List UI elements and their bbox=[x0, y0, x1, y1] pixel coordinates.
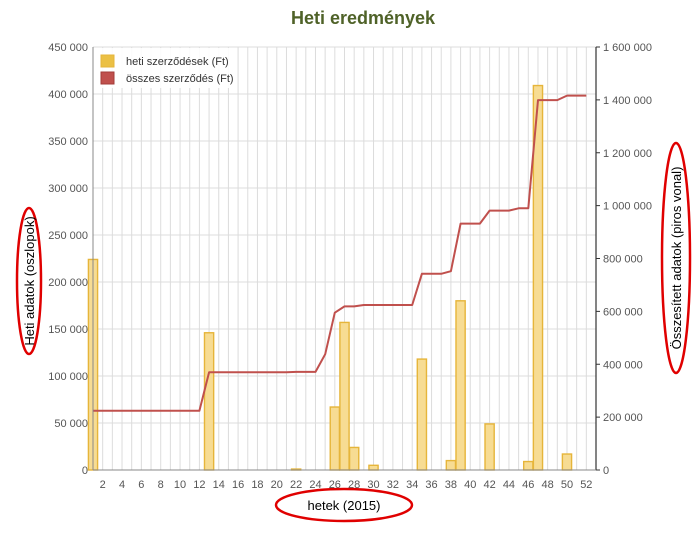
left-axis-ticks: 0 50 000 100 000 150 000 200 000 250 000 300 0… bbox=[48, 42, 88, 477]
x-tick-label: 46 bbox=[522, 479, 534, 491]
x-axis-title: hetek (2015) bbox=[308, 498, 381, 513]
x-tick-label: 34 bbox=[406, 479, 418, 491]
left-axis-title: Heti adatok (oszlopok) bbox=[22, 216, 37, 345]
right-axis-title-group: Összesített adatok (piros vonal) bbox=[660, 141, 692, 375]
x-tick-label: 12 bbox=[193, 479, 205, 491]
right-tick-label: 1 600 000 bbox=[603, 42, 652, 54]
x-tick-label: 2 bbox=[100, 479, 106, 491]
legend-swatch-line bbox=[100, 71, 115, 85]
x-tick-label: 10 bbox=[174, 479, 186, 491]
left-axis-title-group: Heti adatok (oszlopok) bbox=[15, 206, 43, 356]
left-tick-label: 0 bbox=[82, 465, 88, 477]
right-tick-label: 0 bbox=[603, 465, 609, 477]
x-tick-label: 24 bbox=[309, 479, 321, 491]
x-tick-label: 20 bbox=[271, 479, 283, 491]
left-axis-annotation-ellipse bbox=[15, 206, 43, 356]
left-tick-label: 50 000 bbox=[54, 418, 88, 430]
x-axis-title-group: hetek (2015) bbox=[274, 487, 414, 523]
bar bbox=[484, 423, 495, 471]
cumulative-line bbox=[93, 94, 587, 412]
x-tick-label: 30 bbox=[367, 479, 379, 491]
x-tick-label: 16 bbox=[232, 479, 244, 491]
x-tick-label: 44 bbox=[503, 479, 515, 491]
left-tick-label: 450 000 bbox=[48, 42, 88, 54]
right-tick-label: 400 000 bbox=[603, 359, 643, 371]
bar bbox=[445, 459, 457, 471]
left-tick-label: 300 000 bbox=[48, 183, 88, 195]
line-series bbox=[93, 94, 587, 412]
left-tick-label: 100 000 bbox=[48, 371, 88, 383]
x-axis-annotation-ellipse bbox=[274, 487, 414, 523]
x-tick-label: 4 bbox=[119, 479, 125, 491]
legend-label-bars: heti szerződések (Ft) bbox=[126, 56, 229, 68]
x-tick-label: 52 bbox=[580, 479, 592, 491]
right-tick-label: 800 000 bbox=[603, 254, 643, 266]
x-tick-label: 42 bbox=[483, 479, 495, 491]
left-tick-label: 150 000 bbox=[48, 324, 88, 336]
bar bbox=[368, 464, 379, 471]
legend-swatch-bars bbox=[100, 54, 115, 68]
left-tick-label: 400 000 bbox=[48, 89, 88, 101]
bar bbox=[416, 358, 428, 471]
chart-title: Heti eredmények bbox=[291, 8, 436, 28]
left-tick-label: 350 000 bbox=[48, 136, 88, 148]
bar bbox=[455, 300, 466, 471]
x-tick-label: 22 bbox=[290, 479, 302, 491]
left-tick-label: 250 000 bbox=[48, 230, 88, 242]
right-axis-title: Összesített adatok (piros vonal) bbox=[669, 167, 684, 350]
right-tick-label: 200 000 bbox=[603, 412, 643, 424]
bar bbox=[522, 460, 534, 471]
right-tick-label: 1 200 000 bbox=[603, 148, 652, 160]
bar bbox=[339, 321, 350, 471]
right-axis-ticks: 0 200 000 400 000 600 000 800 000 1 000 000 1 … bbox=[596, 42, 652, 477]
x-tick-label: 14 bbox=[213, 479, 225, 491]
x-tick-label: 6 bbox=[138, 479, 144, 491]
bar bbox=[561, 453, 573, 471]
x-tick-label: 40 bbox=[464, 479, 476, 491]
x-tick-label: 18 bbox=[251, 479, 263, 491]
bar bbox=[329, 406, 341, 471]
right-axis-annotation-ellipse bbox=[660, 141, 692, 375]
right-tick-label: 1 000 000 bbox=[603, 201, 652, 213]
x-tick-label: 50 bbox=[561, 479, 573, 491]
x-axis-ticks: 2 4 6 8 10 12 14 16 18 20 22 24 26 28 30 32 34 36 38 40 42 44… bbox=[100, 479, 593, 491]
right-tick-label: 600 000 bbox=[603, 306, 643, 318]
bar bbox=[348, 446, 360, 471]
bar bbox=[203, 332, 215, 471]
legend: heti szerződések (Ft) összes szerződés (… bbox=[95, 48, 236, 88]
x-tick-label: 38 bbox=[445, 479, 457, 491]
x-tick-label: 48 bbox=[542, 479, 554, 491]
legend-label-line: összes szerződés (Ft) bbox=[126, 73, 234, 85]
x-tick-label: 8 bbox=[158, 479, 164, 491]
x-tick-label: 32 bbox=[387, 479, 399, 491]
x-tick-label: 36 bbox=[425, 479, 437, 491]
right-tick-label: 1 400 000 bbox=[603, 95, 652, 107]
left-tick-label: 200 000 bbox=[48, 277, 88, 289]
